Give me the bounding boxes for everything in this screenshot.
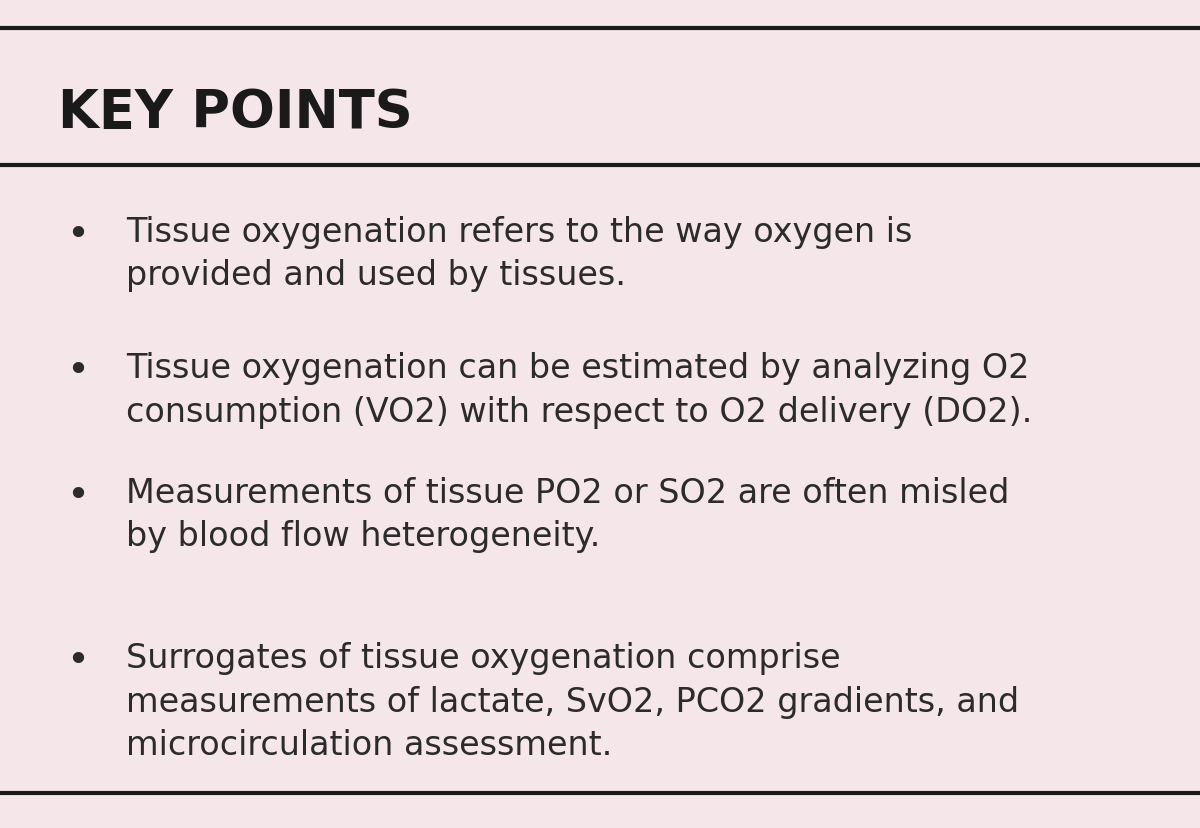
- Text: Measurements of tissue PO2 or SO2 are often misled
by blood flow heterogeneity.: Measurements of tissue PO2 or SO2 are of…: [126, 476, 1009, 552]
- Text: •: •: [66, 476, 89, 514]
- Text: KEY POINTS: KEY POINTS: [58, 87, 413, 139]
- Text: •: •: [66, 642, 89, 680]
- Text: •: •: [66, 215, 89, 253]
- Text: Tissue oxygenation refers to the way oxygen is
provided and used by tissues.: Tissue oxygenation refers to the way oxy…: [126, 215, 912, 291]
- Text: Tissue oxygenation can be estimated by analyzing O2
consumption (VO2) with respe: Tissue oxygenation can be estimated by a…: [126, 352, 1032, 428]
- Text: •: •: [66, 352, 89, 390]
- Text: Surrogates of tissue oxygenation comprise
measurements of lactate, SvO2, PCO2 gr: Surrogates of tissue oxygenation compris…: [126, 642, 1019, 762]
